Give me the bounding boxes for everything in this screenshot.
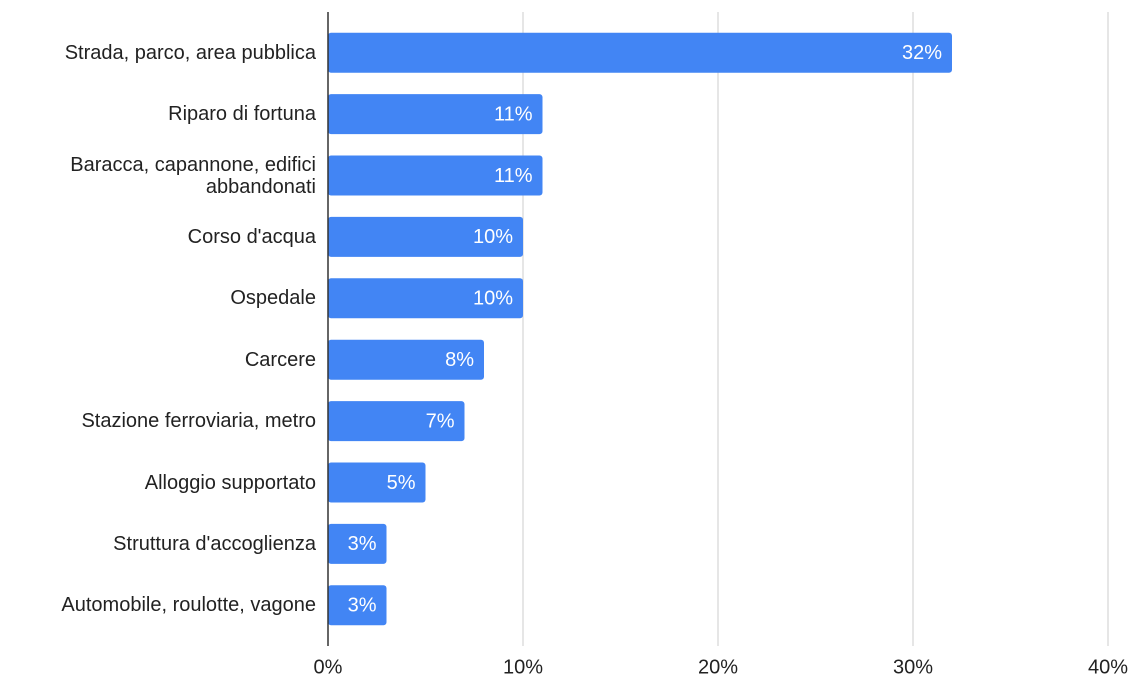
x-tick-label: 0% (314, 656, 343, 678)
x-tick-label: 40% (1088, 656, 1128, 678)
y-tick-label: Carcere (244, 348, 316, 371)
bar (328, 94, 543, 135)
y-tick-label: Riparo di fortuna (168, 103, 316, 126)
y-tick-label: Struttura d'accoglienza (113, 532, 316, 555)
y-tick-label: Corso d'acqua (187, 225, 316, 248)
bar (328, 216, 523, 257)
y-tick-label: Strada, parco, area pubblica (64, 41, 316, 64)
y-tick-label: Automobile, roulotte, vagone (61, 594, 316, 617)
value-label: 5% (387, 472, 416, 494)
bar (328, 32, 952, 73)
x-tick-label: 20% (698, 656, 738, 678)
bar (328, 523, 387, 564)
value-label: 8% (445, 349, 474, 371)
value-label: 32% (902, 42, 942, 64)
y-tick-label: Stazione ferroviaria, metro (81, 410, 316, 433)
value-label: 3% (348, 595, 377, 617)
bar (328, 401, 465, 442)
value-label: 10% (473, 226, 513, 248)
y-tick-label: Baracca, capannone, edifici abbandonati (70, 153, 316, 198)
value-label: 3% (348, 533, 377, 555)
x-tick-label: 10% (503, 656, 543, 678)
bar (328, 155, 543, 196)
y-tick-label: Ospedale (230, 287, 316, 310)
bar (328, 462, 426, 503)
value-label: 11% (494, 165, 533, 187)
value-label: 11% (494, 103, 533, 125)
value-label: 10% (473, 288, 513, 310)
value-label: 7% (426, 410, 455, 432)
bar (328, 278, 523, 319)
x-tick-label: 30% (893, 656, 933, 678)
bar (328, 585, 387, 626)
y-tick-label: Alloggio supportato (144, 471, 316, 494)
bar (328, 339, 484, 380)
